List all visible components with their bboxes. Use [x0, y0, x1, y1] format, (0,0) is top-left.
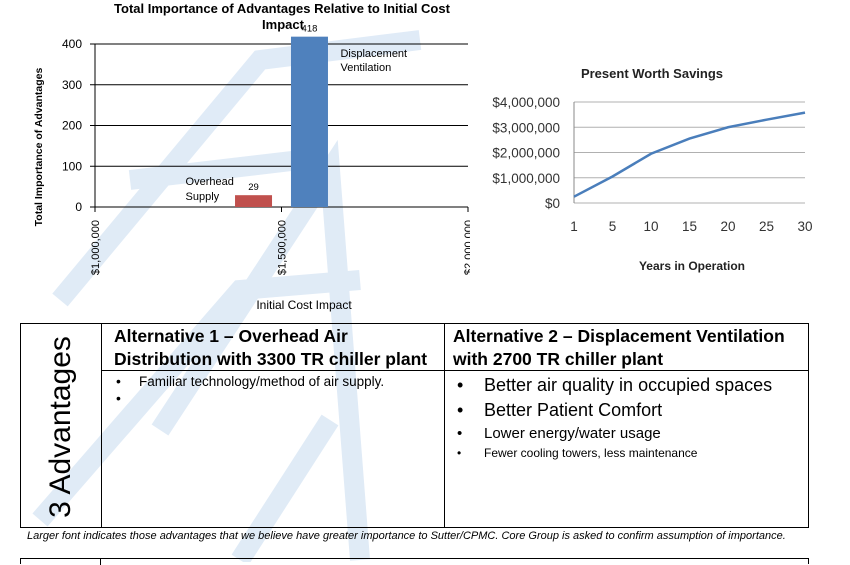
line-chart-title: Present Worth Savings	[581, 66, 723, 81]
list-item: • Better air quality in occupied spaces	[445, 373, 808, 398]
series-label-displacement-line1: Displacement	[340, 48, 407, 60]
list-item-text: Familiar technology/method of air supply…	[139, 374, 385, 389]
series-label-overhead-line1: Overhead	[186, 176, 234, 188]
x-tick-label: $2,000,000	[463, 220, 470, 275]
bar-chart-y-axis-label: Total Importance of Advantages	[33, 68, 45, 227]
x-tick-label: $1,500,000	[277, 220, 289, 275]
x-tick-label: 25	[759, 219, 774, 234]
y-tick-label: $2,000,000	[492, 146, 560, 161]
next-table-row-edge	[20, 558, 809, 565]
bullet-icon: •	[116, 373, 121, 389]
series-label-displacement-line2: Ventilation	[340, 62, 391, 74]
y-tick-label: $3,000,000	[492, 120, 560, 135]
x-tick-label: 30	[797, 219, 812, 234]
y-tick-label: $1,000,000	[492, 171, 560, 186]
overhead-supply-bar	[235, 195, 273, 207]
bar-value-label: 418	[302, 24, 318, 35]
x-tick-label: 5	[609, 219, 617, 234]
list-item: • Fewer cooling towers, less maintenance	[445, 445, 808, 461]
list-item: • Lower energy/water usage	[445, 423, 808, 445]
alternative-2-heading: Alternative 2 – Displacement Ventilation…	[445, 324, 808, 371]
alternative-1-heading-line2: Distribution with 3300 TR chiller plant	[114, 349, 428, 369]
footnote: Larger font indicates those advantages t…	[27, 530, 786, 542]
bar-chart-title-line2: Impact	[262, 17, 305, 32]
bullet-icon: •	[457, 375, 464, 395]
y-tick-label: 0	[75, 200, 82, 214]
savings-line	[573, 111, 806, 198]
series-label-overhead-line2: Supply	[186, 191, 220, 203]
x-tick-label: 20	[720, 219, 735, 234]
bar-chart-x-axis-label: Initial Cost Impact	[256, 298, 352, 312]
alternative-1-heading-line1: Alternative 1 – Overhead Air	[114, 326, 348, 346]
x-tick-label: 15	[682, 219, 697, 234]
y-tick-label: 300	[62, 78, 82, 92]
y-tick-label: 100	[62, 159, 82, 173]
bullet-icon: •	[457, 400, 464, 420]
x-tick-label: 10	[643, 219, 658, 234]
y-tick-label: $4,000,000	[492, 95, 560, 110]
list-item-text: Better Patient Comfort	[484, 400, 663, 420]
list-item: •	[101, 390, 444, 407]
alternative-2-heading-line1: Alternative 2 – Displacement Ventilation	[453, 326, 785, 346]
alternative-1-list: • Familiar technology/method of air suppl…	[101, 371, 444, 407]
list-item-text: Fewer cooling towers, less maintenance	[484, 446, 698, 460]
x-tick-label: $1,000,000	[90, 220, 102, 275]
line-chart-x-axis-label: Years in Operation	[639, 259, 745, 273]
y-tick-label: 400	[62, 37, 82, 51]
displacement-ventilation-bar	[290, 36, 328, 207]
bullet-icon: •	[116, 390, 121, 406]
list-item: • Better Patient Comfort	[445, 398, 808, 423]
bar-chart-title: Total Importance of Advantages Relative …	[114, 1, 451, 16]
bullet-icon: •	[457, 425, 463, 442]
list-item-text: Lower energy/water usage	[484, 425, 661, 442]
alternative-2-list: • Better air quality in occupied spaces •…	[445, 371, 808, 461]
y-tick-label: $0	[545, 196, 560, 211]
bullet-icon: •	[457, 446, 462, 460]
alternative-2-cell: Alternative 2 – Displacement Ventilation…	[445, 324, 808, 527]
row-label: 3 Advantages	[44, 336, 77, 518]
importance-bar-chart: Total Importance of Advantages Relative …	[33, 1, 470, 312]
alternative-2-heading-line2: with 2700 TR chiller plant	[453, 349, 664, 369]
x-tick-label: 1	[570, 219, 578, 234]
alternative-1-heading: Alternative 1 – Overhead Air Distributio…	[101, 324, 444, 371]
y-tick-label: 200	[62, 119, 82, 133]
list-item-text: Better air quality in occupied spaces	[484, 375, 773, 395]
list-item: • Familiar technology/method of air suppl…	[101, 373, 444, 390]
alternative-1-cell: Alternative 1 – Overhead Air Distributio…	[101, 324, 445, 527]
present-worth-line-chart: Present Worth Savings Years in Operation…	[470, 60, 820, 280]
advantages-table: 3 Advantages Alternative 1 – Overhead Ai…	[20, 323, 809, 528]
bar-value-label: 29	[248, 182, 259, 193]
row-label-cell: 3 Advantages	[21, 324, 102, 527]
